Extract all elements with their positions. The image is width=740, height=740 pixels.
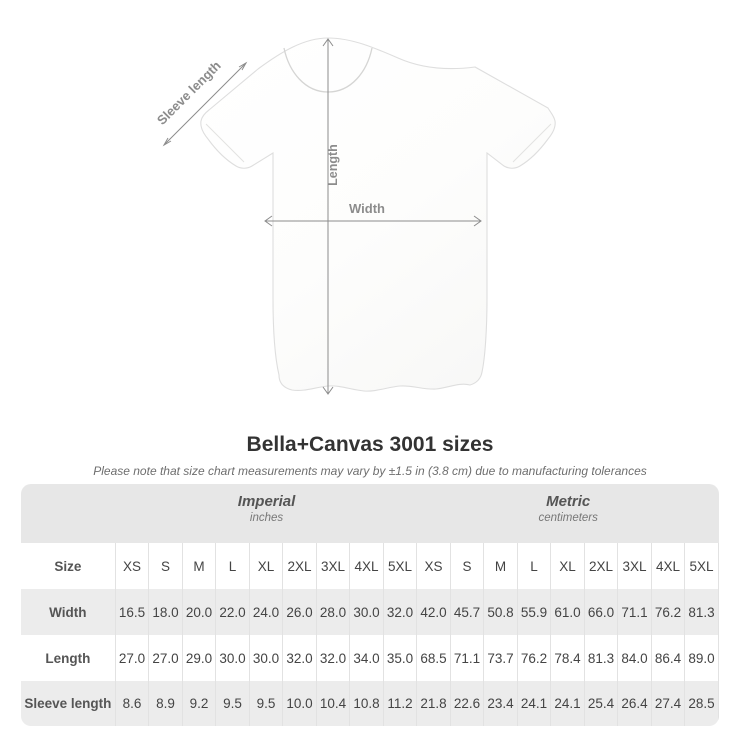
svg-text:Length: Length	[326, 144, 340, 186]
svg-text:Width: Width	[349, 201, 385, 216]
